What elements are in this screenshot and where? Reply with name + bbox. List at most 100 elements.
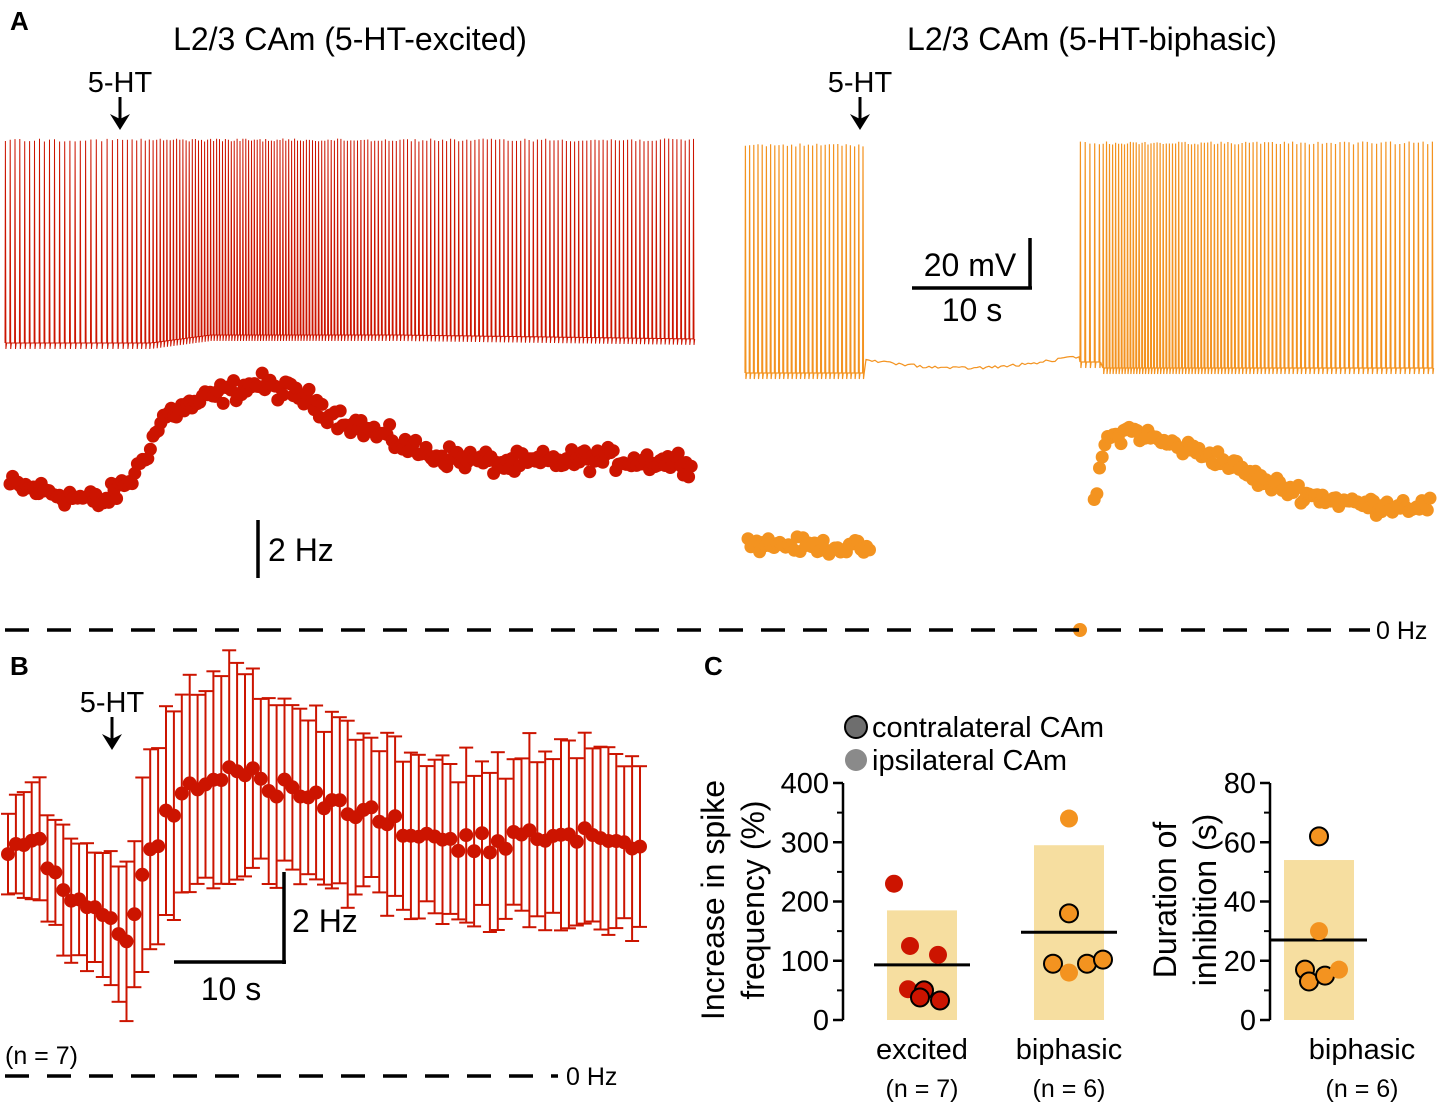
panel-c-right-group-n: (n = 6) <box>1326 1075 1399 1103</box>
point-excited-1 <box>901 936 919 955</box>
panel-a-right-drug-label: 5-HT <box>828 67 893 99</box>
ytick-label-400: 400 <box>781 768 829 800</box>
rate-dot-right-post-3 <box>1095 450 1109 464</box>
mean-point-80 <box>633 765 647 928</box>
mean-point-42 <box>332 716 347 885</box>
panel-c-right-ylabel-line1: Duration of <box>1147 822 1183 979</box>
mean-dot-34 <box>269 789 284 804</box>
panel-a-zero-hz-label: 0 Hz <box>1376 617 1427 645</box>
mean-point-73 <box>577 731 592 925</box>
rate-dot-left-156 <box>409 433 423 447</box>
mean-point-76 <box>601 746 616 936</box>
mean-point-40 <box>317 730 331 886</box>
mean-dot-60 <box>475 826 489 841</box>
mean-dot-15 <box>119 934 134 949</box>
mean-dot-80 <box>633 839 647 854</box>
rate-dot-left-47 <box>125 477 139 491</box>
panel-c-group-biphasic-label: biphasic <box>1016 1034 1122 1066</box>
point-biphasic-3 <box>1060 963 1078 982</box>
mean-dot-27 <box>214 773 229 787</box>
mean-point-59 <box>467 774 482 928</box>
panel-c-left-ylabel-line1: Increase in spike <box>695 780 731 1020</box>
mean-dot-6 <box>48 865 63 880</box>
mean-point-46 <box>364 736 379 878</box>
mean-point-45 <box>356 732 371 888</box>
rate-dot-right-post-76 <box>1291 478 1305 492</box>
rate-dot-left-110 <box>289 381 303 395</box>
mean-point-49 <box>388 735 403 897</box>
mean-point-71 <box>561 739 576 930</box>
mean-point-48 <box>380 731 395 917</box>
point-excited-0 <box>885 874 903 893</box>
mean-point-22 <box>174 693 189 894</box>
rate-dot-left-262 <box>684 459 698 473</box>
point-excited-2 <box>929 945 947 964</box>
panel-b-scale-bar <box>174 872 286 964</box>
legend-ipsilateral-label: ipsilateral CAm <box>872 745 1067 777</box>
panel-c-duration-chart: 0 20 40 60 80 <box>1224 768 1367 1037</box>
mean-dot-21 <box>166 808 181 823</box>
mean-point-31 <box>245 667 260 869</box>
mean-point-35 <box>277 697 292 862</box>
panel-a-left-drug-label: 5-HT <box>88 67 153 99</box>
rate-dot-right-post-10 <box>1114 437 1128 451</box>
ytick-label-80: 80 <box>1224 768 1256 800</box>
mean-point-78 <box>617 765 632 920</box>
rate-dot-left-115 <box>302 382 316 396</box>
mean-dot-13 <box>103 911 118 926</box>
mean-dot-56 <box>443 831 458 846</box>
mean-point-72 <box>569 757 584 927</box>
mean-dot-16 <box>127 907 142 922</box>
rate-dot-left-54 <box>143 442 157 456</box>
panel-a-right-voltage-trace <box>744 141 1435 380</box>
mean-dot-7 <box>56 883 71 898</box>
panel-a-left-rate-series <box>3 366 698 513</box>
mean-dot-42 <box>332 793 347 808</box>
mean-point-19 <box>151 747 166 946</box>
panel-label-a: A <box>10 6 29 36</box>
legend-contralateral-label: contralateral CAm <box>872 712 1104 744</box>
mean-point-36 <box>285 704 300 871</box>
rate-dot-left-257 <box>671 446 685 460</box>
rate-dot-right-pre-42 <box>863 543 876 557</box>
ytick-label-200: 200 <box>781 887 829 919</box>
mean-dot-32 <box>253 771 268 786</box>
mean-point-30 <box>238 673 252 878</box>
rate-dot-right-post-1 <box>1090 487 1104 501</box>
mean-point-7 <box>56 823 71 957</box>
mean-dot-61 <box>482 845 497 860</box>
rate-dot-left-120 <box>315 397 329 411</box>
panel-c-group-biphasic-n: (n = 6) <box>1033 1075 1106 1103</box>
ytick-label-20: 20 <box>1224 946 1256 978</box>
mean-point-15 <box>119 860 134 1023</box>
panel-a-scale-hz-label: 2 Hz <box>268 532 334 568</box>
mean-point-4 <box>32 776 47 902</box>
mean-dot-58 <box>459 828 474 843</box>
mean-point-60 <box>475 760 489 906</box>
panel-a-right-title: L2/3 CAm (5-HT-biphasic) <box>907 21 1277 57</box>
panel-a-scale-s-label: 10 s <box>942 292 1002 328</box>
panel-c-increase-chart: 0 100 200 300 400 <box>781 768 1117 1037</box>
mean-point-27 <box>214 675 229 885</box>
mean-point-58 <box>459 746 474 924</box>
point-biphasic-5 <box>1093 949 1113 970</box>
mean-point-34 <box>269 704 284 889</box>
mean-point-44 <box>348 738 363 896</box>
rate-dot-right-post-125 <box>1423 491 1437 505</box>
panel-b-scale-s-label: 10 s <box>201 971 261 1007</box>
mean-point-0 <box>1 812 15 896</box>
rate-dot-left-86 <box>227 374 241 388</box>
rate-dot-left-146 <box>383 418 397 432</box>
legend-ipsilateral-marker <box>845 749 867 771</box>
ytick-label-0: 0 <box>813 1005 829 1037</box>
rate-dot-left-82 <box>216 396 230 410</box>
rate-dot-right-post-2 <box>1093 461 1106 475</box>
panel-c-group-excited-label: excited <box>876 1034 968 1066</box>
mean-point-57 <box>451 781 466 921</box>
ytick-label-0: 0 <box>1240 1005 1256 1037</box>
point-biphasic-5 <box>1330 960 1348 979</box>
mean-point-13 <box>103 850 118 987</box>
ytick-label-60: 60 <box>1224 827 1256 859</box>
panel-label-c: C <box>704 651 723 681</box>
